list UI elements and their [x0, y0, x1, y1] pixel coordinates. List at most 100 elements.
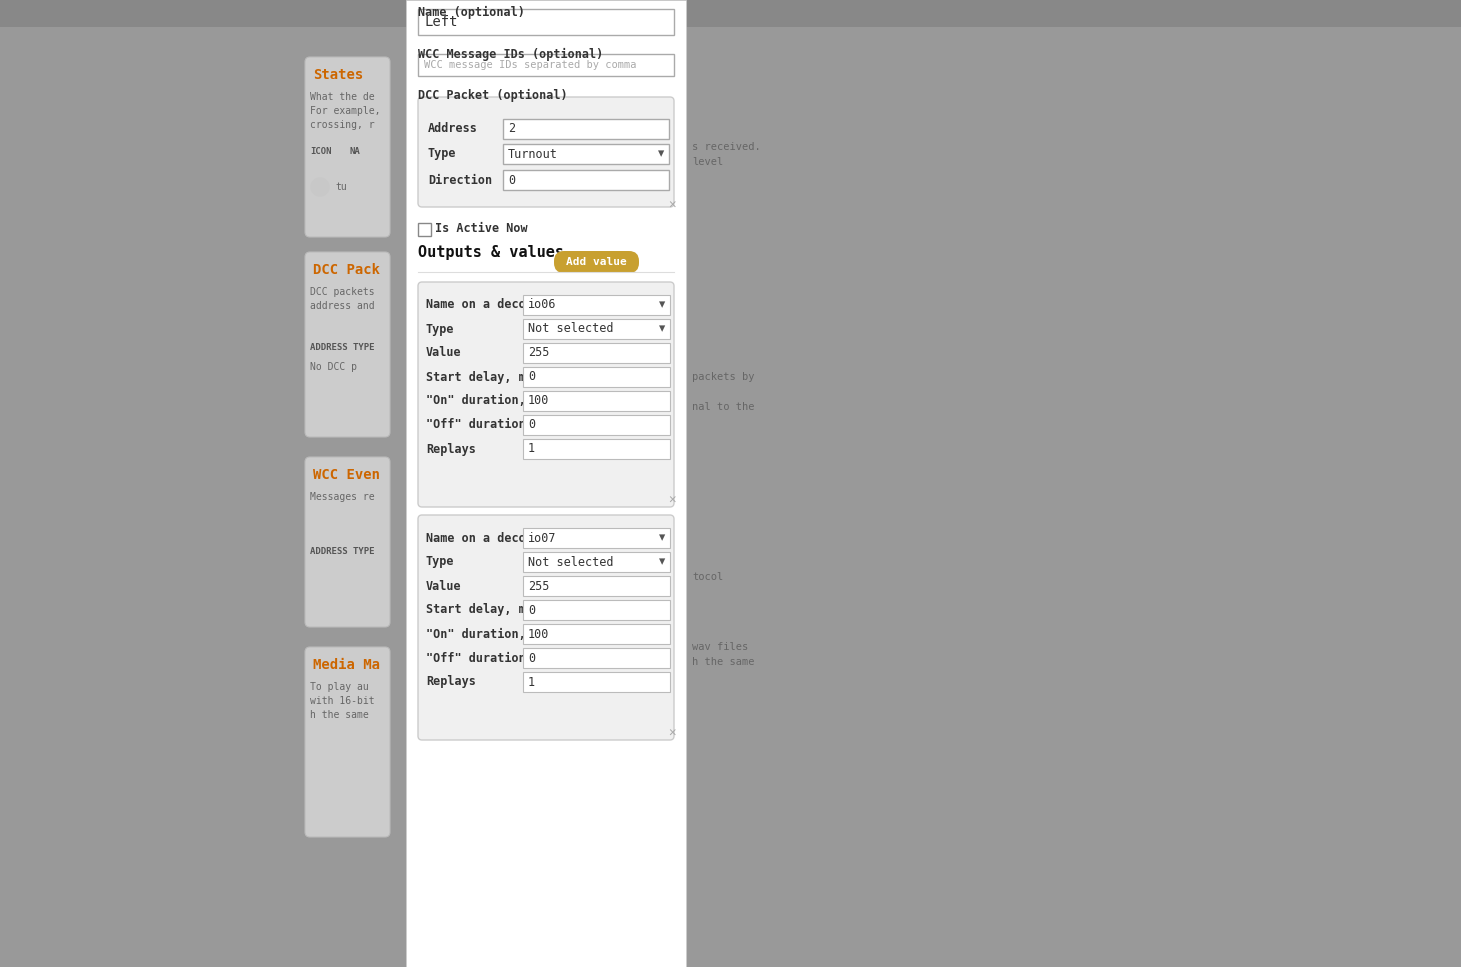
Text: tocol: tocol — [693, 572, 723, 582]
Text: Replays: Replays — [427, 676, 476, 689]
Text: Name (optional): Name (optional) — [418, 6, 524, 18]
Text: Add value: Add value — [565, 257, 627, 267]
Bar — [523, 391, 671, 411]
Bar — [523, 367, 671, 387]
Text: 1: 1 — [527, 676, 535, 689]
Bar — [0, 0, 1461, 27]
Text: 100: 100 — [527, 628, 549, 640]
Text: Type: Type — [428, 148, 456, 161]
Text: Type: Type — [427, 323, 454, 336]
Text: 255: 255 — [527, 579, 549, 593]
Text: Turnout: Turnout — [508, 148, 558, 161]
Text: 0: 0 — [527, 652, 535, 664]
Text: Name on a decoder: Name on a decoder — [427, 532, 546, 544]
Text: with 16-bit: with 16-bit — [310, 696, 374, 706]
Text: "On" duration, ms: "On" duration, ms — [427, 395, 546, 407]
Bar — [503, 119, 669, 139]
Text: Replays: Replays — [427, 443, 476, 455]
Text: h the same: h the same — [693, 657, 754, 667]
FancyBboxPatch shape — [418, 515, 674, 740]
Bar — [523, 576, 671, 596]
Text: wav files: wav files — [693, 642, 748, 652]
Text: Address: Address — [428, 123, 478, 135]
Bar — [523, 319, 671, 339]
Text: States: States — [313, 68, 364, 82]
FancyBboxPatch shape — [305, 457, 390, 627]
Text: Value: Value — [427, 346, 462, 360]
Bar — [523, 672, 671, 692]
Text: 1: 1 — [527, 443, 535, 455]
Text: NA: NA — [351, 148, 361, 157]
Text: Start delay, ms: Start delay, ms — [427, 603, 533, 617]
FancyBboxPatch shape — [305, 647, 390, 837]
Text: ▾: ▾ — [659, 532, 665, 544]
Text: 255: 255 — [527, 346, 549, 360]
Text: WCC message IDs separated by comma: WCC message IDs separated by comma — [424, 60, 637, 70]
Text: Not selected: Not selected — [527, 323, 614, 336]
Text: Type: Type — [427, 555, 454, 569]
Text: Media Ma: Media Ma — [313, 658, 380, 672]
Text: Not selected: Not selected — [527, 555, 614, 569]
Bar — [523, 600, 671, 620]
Text: 0: 0 — [508, 173, 516, 187]
Bar — [523, 439, 671, 459]
FancyBboxPatch shape — [554, 251, 638, 273]
Bar — [418, 223, 431, 236]
Text: WCC Message IDs (optional): WCC Message IDs (optional) — [418, 47, 603, 61]
Text: ADDRESS TYPE: ADDRESS TYPE — [310, 547, 374, 556]
FancyBboxPatch shape — [305, 252, 390, 437]
Text: DCC Pack: DCC Pack — [313, 263, 380, 277]
Text: Name on a decoder: Name on a decoder — [427, 299, 546, 311]
Text: ▾: ▾ — [659, 555, 665, 569]
Text: ▾: ▾ — [659, 323, 665, 336]
Text: Direction: Direction — [428, 173, 492, 187]
Text: Left: Left — [424, 15, 457, 29]
Text: 0: 0 — [527, 603, 535, 617]
Text: DCC Packet (optional): DCC Packet (optional) — [418, 88, 568, 102]
Text: Start delay, ms: Start delay, ms — [427, 370, 533, 384]
Text: io06: io06 — [527, 299, 557, 311]
Text: crossing, r: crossing, r — [310, 120, 374, 130]
Bar — [418, 9, 674, 35]
Bar — [503, 170, 669, 190]
Text: "Off" duration, ms: "Off" duration, ms — [427, 652, 554, 664]
Bar — [503, 144, 669, 164]
Bar — [406, 0, 687, 967]
Text: What the de: What the de — [310, 92, 374, 102]
Text: 0: 0 — [527, 370, 535, 384]
Bar — [523, 552, 671, 572]
Text: Messages re: Messages re — [310, 492, 374, 502]
Text: tu: tu — [335, 182, 346, 192]
Text: address and: address and — [310, 301, 374, 311]
Text: ✕: ✕ — [668, 726, 676, 740]
Text: 2: 2 — [508, 123, 516, 135]
FancyBboxPatch shape — [418, 97, 674, 207]
Text: DCC packets: DCC packets — [310, 287, 374, 297]
Text: s received.: s received. — [693, 142, 761, 152]
Bar — [523, 295, 671, 315]
Circle shape — [311, 178, 329, 196]
Bar — [523, 648, 671, 668]
Text: "Off" duration, ms: "Off" duration, ms — [427, 419, 554, 431]
Bar — [418, 54, 674, 76]
Text: ▾: ▾ — [657, 148, 665, 161]
Text: "On" duration, ms: "On" duration, ms — [427, 628, 546, 640]
Text: ▾: ▾ — [659, 299, 665, 311]
Text: Outputs & values: Outputs & values — [418, 246, 564, 260]
Text: WCC Even: WCC Even — [313, 468, 380, 482]
Text: Is Active Now: Is Active Now — [435, 222, 527, 236]
Bar — [523, 343, 671, 363]
Text: nal to the: nal to the — [693, 402, 754, 412]
Text: No DCC p: No DCC p — [310, 362, 356, 372]
Text: ✕: ✕ — [668, 198, 676, 212]
Text: ADDRESS TYPE: ADDRESS TYPE — [310, 342, 374, 351]
Text: 100: 100 — [527, 395, 549, 407]
Text: For example,: For example, — [310, 106, 380, 116]
Text: 0: 0 — [527, 419, 535, 431]
Text: Value: Value — [427, 579, 462, 593]
Text: h the same: h the same — [310, 710, 368, 720]
Text: io07: io07 — [527, 532, 557, 544]
Bar — [523, 528, 671, 548]
Text: ✕: ✕ — [668, 493, 676, 507]
Text: To play au: To play au — [310, 682, 368, 692]
